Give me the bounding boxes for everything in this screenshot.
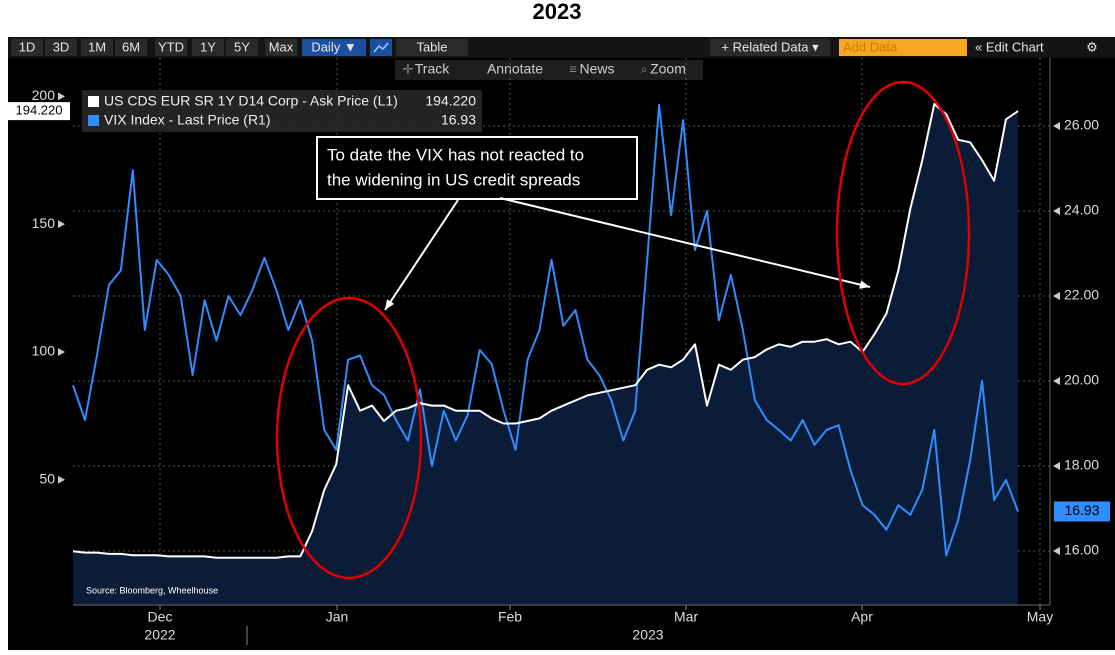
tool-icon[interactable]: ✛ [403,61,414,76]
year-label: 2022 [144,627,175,643]
plot: 50 100 150 200 16.00 18.00 20.00 22.00 24.00 26.0… [8,58,1110,645]
legend-box [82,90,482,132]
tool-label[interactable]: Track [415,61,450,77]
table-label[interactable]: Table [416,39,447,54]
range-button[interactable] [81,39,113,56]
area [73,104,1018,605]
y-tick [58,475,65,484]
year-label: 2023 [632,627,663,643]
toolbar-buttons: 1D 3D 1M 6M YTD 1Y 5Y Max Daily ▼ Table + Related … [11,39,1098,80]
range-button[interactable] [192,39,224,56]
month-label: Jan [326,609,349,625]
last-value-tag [8,102,70,121]
tool-icon[interactable]: ⌕ [640,61,647,76]
related-button[interactable] [710,39,830,56]
source-note: Source: Bloomberg, Wheelhouse [86,585,218,595]
range-label[interactable]: 6M [122,39,140,54]
related-label[interactable]: + Related Data ▾ [721,39,819,54]
legend-value: 16.93 [441,112,476,128]
legend-value: 194.220 [425,93,476,109]
y2-tick-label: 16.00 [1064,542,1099,558]
last-value-label: 16.93 [1064,502,1099,518]
range-label[interactable]: Max [269,39,294,54]
legend-label: US CDS EUR SR 1Y D14 Corp - Ask Price (L… [104,93,398,109]
range-button[interactable] [226,39,258,56]
add-data-input[interactable] [839,39,967,56]
last-value-tag [1054,501,1110,522]
y2-tick [1053,122,1060,131]
add-data-placeholder[interactable]: Add Data [843,39,898,54]
y-tick [58,92,65,101]
annotation-box [316,136,638,200]
annotation-text: To date the VIX has not reacted to [327,145,584,164]
y-tick [58,347,65,356]
edit-chart[interactable]: « Edit Chart [975,39,1044,54]
frequency-button[interactable] [302,39,366,56]
y2-tick [1053,207,1060,216]
y-tick [58,220,65,229]
y2-tick [1053,292,1060,301]
arrow-head [385,299,395,310]
month-label: May [1027,609,1053,625]
y2-tick-label: 22.00 [1064,287,1099,303]
range-button[interactable] [265,39,297,56]
y2-tick-label: 18.00 [1064,457,1099,473]
tool-label[interactable]: Annotate [487,61,543,77]
tool-icon[interactable]: ≡ [569,61,577,76]
month-label: Feb [498,609,522,625]
highlight-ellipse [835,80,971,386]
range-label[interactable]: YTD [158,39,184,54]
y-tick-label: 200 [32,87,56,103]
range-label[interactable]: 3D [53,39,70,54]
range-button[interactable] [155,39,187,56]
y2-tick-label: 26.00 [1064,117,1099,133]
settings-icon[interactable]: ⚙ [1086,39,1098,54]
y-tick-label: 100 [32,343,56,359]
legend-label: VIX Index - Last Price (R1) [104,112,271,128]
range-button[interactable] [45,39,77,56]
tool-label[interactable]: Zoom [650,61,686,77]
legend-swatch [88,96,99,107]
y2-tick-label: 20.00 [1064,372,1099,388]
tool-label[interactable]: News [579,61,614,77]
y-tick-label: 50 [39,470,55,486]
arrow-head [859,280,870,289]
tool-icon[interactable]: ⁄ [487,61,494,76]
y2-tick [1053,462,1060,471]
y2-tick [1053,377,1060,386]
month-label: Apr [851,609,873,625]
chart-title: 2023 [533,0,582,24]
tools-bar [395,60,703,80]
range-label[interactable]: 1Y [200,39,216,54]
range-button[interactable] [115,39,147,56]
y2-tick-label: 24.00 [1064,202,1099,218]
arrow [499,197,871,288]
arrow [384,199,459,311]
highlight-ellipse [275,296,423,580]
legend-swatch [88,115,99,126]
y-tick-label: 150 [32,215,56,231]
range-label[interactable]: 1M [88,39,106,54]
y2-tick [1053,547,1060,556]
month-label: Mar [674,609,698,625]
frequency-label[interactable]: Daily ▼ [311,39,356,54]
annotation-text: the widening in US credit spreads [327,170,580,189]
table-button[interactable] [396,39,468,56]
chart-icon [373,42,389,53]
month-label: Dec [148,609,173,625]
range-label[interactable]: 1D [19,39,36,54]
last-value-label: 194.220 [16,103,63,118]
range-button[interactable] [11,39,43,56]
series-line [72,103,1019,557]
range-label[interactable]: 5Y [234,39,250,54]
